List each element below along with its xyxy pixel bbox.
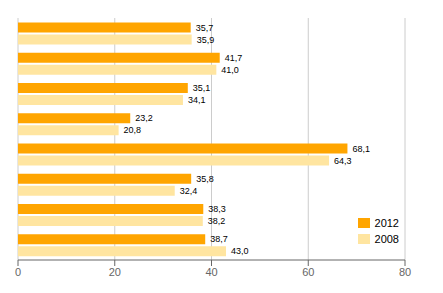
svg-text:35,9: 35,9	[197, 35, 215, 45]
svg-text:60: 60	[302, 266, 314, 278]
svg-text:38,7: 38,7	[210, 234, 228, 244]
svg-text:34,1: 34,1	[188, 95, 206, 105]
svg-text:0: 0	[15, 266, 21, 278]
svg-text:35,7: 35,7	[196, 23, 214, 33]
html-text:2008: 2008	[374, 233, 399, 245]
svg-text:35,1: 35,1	[193, 83, 211, 93]
svg-text:80: 80	[399, 266, 411, 278]
svg-text:38,3: 38,3	[208, 204, 226, 214]
svg-text:20,8: 20,8	[124, 125, 142, 135]
svg-text:23,2: 23,2	[135, 113, 153, 123]
svg-text:20: 20	[109, 266, 121, 278]
svg-text:43,0: 43,0	[231, 246, 249, 256]
svg-text:40: 40	[205, 266, 217, 278]
svg-text:35,8: 35,8	[196, 174, 214, 184]
html-text:2012: 2012	[374, 217, 399, 229]
svg-text:41,0: 41,0	[221, 65, 239, 75]
svg-text:32,4: 32,4	[180, 186, 198, 196]
svg-text:68,1: 68,1	[352, 144, 370, 154]
svg-text:41,7: 41,7	[225, 53, 243, 63]
svg-text:64,3: 64,3	[334, 156, 352, 166]
svg-text:38,2: 38,2	[208, 216, 226, 226]
